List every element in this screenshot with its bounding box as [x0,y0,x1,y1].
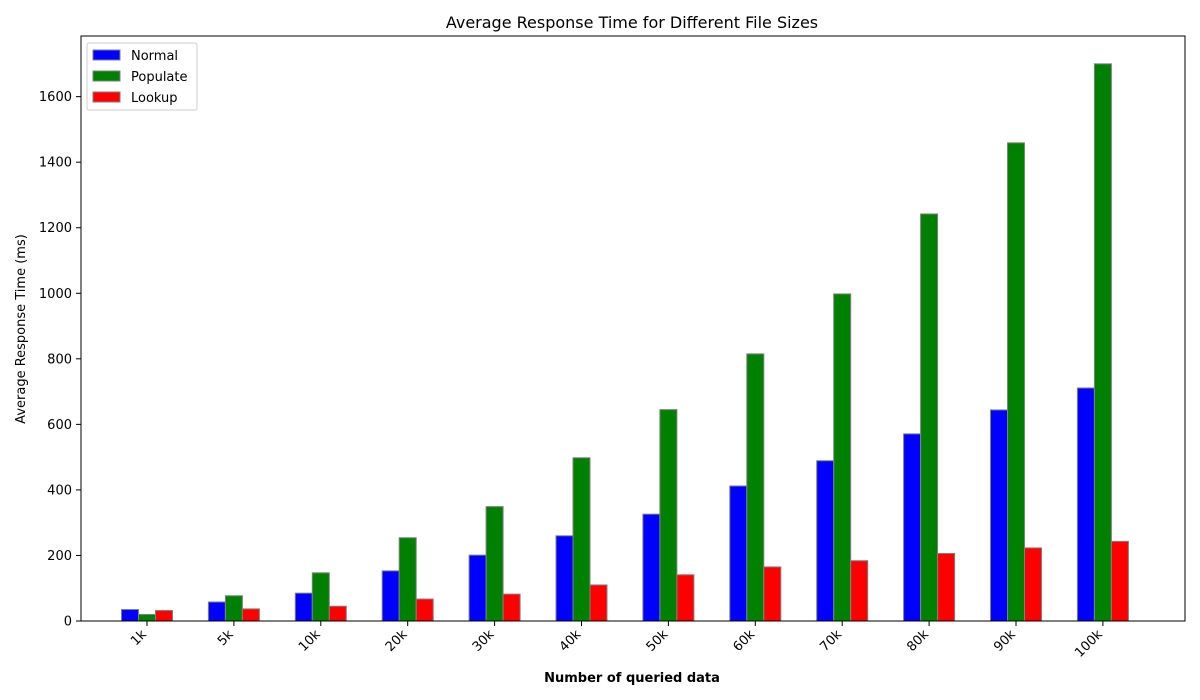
bar-populate-10k [311,572,330,622]
bar-lookup-50k [676,574,695,622]
bar-lookup-40k [589,584,608,622]
bar-normal-20k [381,570,400,622]
bar-lookup-10k [328,605,347,622]
bar-populate-80k [920,213,939,622]
bar-populate-60k [746,353,765,622]
x-axis: 1k 5k 10k 20k 30k 40k 50k 60k 70k 80k 90k 100k [128,621,1106,661]
bar-populate-70k [833,293,852,622]
y-tick-label: 200 [47,549,72,564]
x-axis-label: Number of queried data [544,671,720,686]
bar-populate-5k [224,595,243,622]
bar-lookup-20k [415,598,434,622]
bar-normal-30k [468,554,487,622]
bar-normal-1k [121,609,139,622]
bar-normal-70k [816,460,835,622]
bar-lookup-100k [1110,540,1129,622]
y-tick-label: 800 [47,352,72,367]
y-tick-label: 1400 [39,156,72,171]
legend-swatch-lookup [92,91,121,103]
x-tick-label: 1k [128,627,150,649]
bar-populate-40k [572,457,591,622]
legend-label-normal: Normal [131,49,178,64]
bar-normal-100k [1076,387,1095,622]
x-tick-label: 80k [904,627,932,655]
bar-lookup-70k [850,560,869,622]
x-tick-label: 100k [1072,627,1106,661]
y-axis: 0 200 400 600 800 1000 1200 1400 1600 [39,90,81,630]
bar-normal-60k [729,485,748,622]
chart-title: Average Response Time for Different File… [446,13,818,32]
bar-populate-90k [1007,142,1025,622]
bar-lookup-80k [937,552,956,622]
bar-populate-100k [1093,63,1112,622]
bar-populate-50k [659,409,678,622]
bar-normal-5k [207,601,226,622]
y-tick-label: 400 [47,483,72,498]
y-tick-label: 1200 [39,221,72,236]
legend-label-populate: Populate [131,70,188,85]
x-tick-label: 5k [215,627,237,649]
x-tick-label: 50k [644,627,672,655]
y-axis-label: Average Response Time (ms) [14,234,29,424]
y-tick-label: 600 [47,418,72,433]
x-tick-label: 60k [730,627,758,655]
bar-normal-50k [642,513,661,622]
bar-lookup-5k [241,608,260,622]
x-tick-label: 40k [557,627,585,655]
legend-swatch-normal [92,49,121,61]
bar-populate-1k [138,613,156,622]
bar-normal-40k [555,535,574,622]
y-tick-label: 0 [64,615,72,630]
y-tick-label: 1600 [39,90,72,105]
legend-swatch-populate [92,70,121,82]
bar-normal-80k [903,433,922,622]
x-tick-label: 10k [296,627,324,655]
bar-populate-30k [485,506,504,622]
x-tick-label: 70k [817,627,845,655]
plot-frame [80,35,1186,622]
bar-lookup-60k [763,566,782,622]
bar-lookup-90k [1024,547,1042,622]
bar-normal-90k [990,409,1008,622]
x-tick-label: 30k [470,627,498,655]
legend-label-lookup: Lookup [131,91,178,106]
bar-lookup-30k [502,593,521,622]
bar-normal-10k [294,592,313,622]
bars-group [121,63,1129,622]
legend: Normal Populate Lookup [86,42,198,111]
x-tick-label: 20k [383,627,411,655]
y-tick-label: 1000 [39,287,72,302]
bar-populate-20k [398,537,417,622]
x-tick-label: 90k [991,627,1019,655]
bar-lookup-1k [155,610,173,622]
